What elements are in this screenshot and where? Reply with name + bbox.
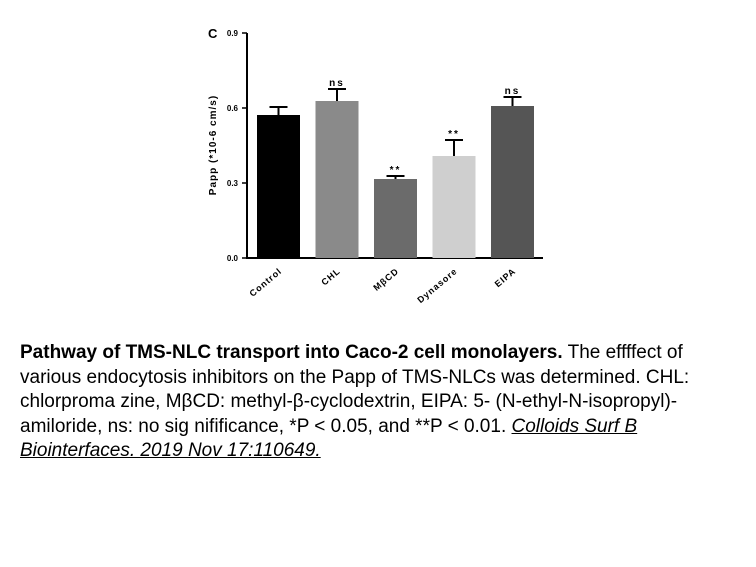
y-tick-label: 0.0 <box>227 254 239 263</box>
y-tick-label: 0.9 <box>227 29 239 38</box>
bar <box>432 156 476 258</box>
significance-label: ns <box>329 78 345 89</box>
x-tick-label: CHL <box>319 266 342 287</box>
bar <box>315 101 359 258</box>
error-bar <box>503 96 522 106</box>
error-bar <box>445 139 463 156</box>
y-axis-label: Papp (*10-6 cm/s) <box>208 95 219 195</box>
error-bar <box>328 88 346 101</box>
caption-title: Pathway of TMS-NLC transport into Caco-2… <box>20 342 563 363</box>
significance-label: ns <box>505 86 521 97</box>
significance-label: ** <box>390 165 402 176</box>
chart: C Papp (*10-6 cm/s) 0.0 0.3 0.6 0.9 Control C… <box>208 26 543 305</box>
y-tick-label: 0.6 <box>227 104 239 113</box>
y-tick-label: 0.3 <box>227 179 239 188</box>
error-bar <box>269 106 288 115</box>
x-tick-label: EIPA <box>493 266 518 289</box>
caption: Pathway of TMS-NLC transport into Caco-2… <box>20 341 748 464</box>
citation[interactable]: Colloids Surf B Biointerfaces. 2019 Nov … <box>20 415 638 462</box>
x-tick-label: Control <box>247 266 283 299</box>
bar <box>491 106 534 258</box>
significance-label: ** <box>448 129 460 140</box>
bar <box>374 179 417 258</box>
caption-text: The effffect of various endocytosis inhi… <box>20 342 690 437</box>
x-tick-label: Dynasore <box>415 266 459 305</box>
error-bar <box>386 175 405 179</box>
bar <box>257 115 300 258</box>
x-tick-label: MβCD <box>371 266 400 293</box>
panel-label: C <box>208 26 218 41</box>
